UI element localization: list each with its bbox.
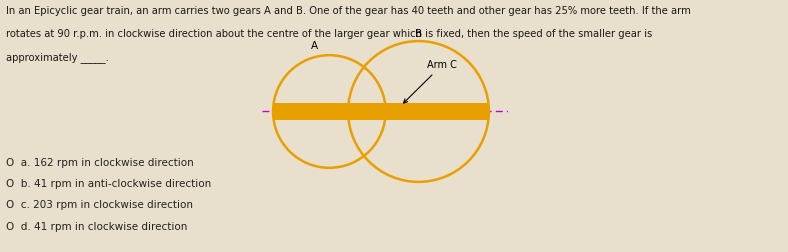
Text: O  c. 203 rpm in clockwise direction: O c. 203 rpm in clockwise direction xyxy=(6,200,193,210)
Bar xyxy=(273,103,489,120)
Text: rotates at 90 r.p.m. in clockwise direction about the centre of the larger gear : rotates at 90 r.p.m. in clockwise direct… xyxy=(6,29,652,39)
Text: O  b. 41 rpm in anti-clockwise direction: O b. 41 rpm in anti-clockwise direction xyxy=(6,179,211,189)
Text: approximately _____.: approximately _____. xyxy=(6,52,110,62)
Text: A: A xyxy=(310,41,318,51)
Text: B: B xyxy=(415,29,422,39)
Text: O  a. 162 rpm in clockwise direction: O a. 162 rpm in clockwise direction xyxy=(6,158,194,168)
Text: In an Epicyclic gear train, an arm carries two gears A and B. One of the gear ha: In an Epicyclic gear train, an arm carri… xyxy=(6,6,691,16)
Text: O  d. 41 rpm in clockwise direction: O d. 41 rpm in clockwise direction xyxy=(6,222,188,232)
Text: Arm C: Arm C xyxy=(403,60,457,103)
